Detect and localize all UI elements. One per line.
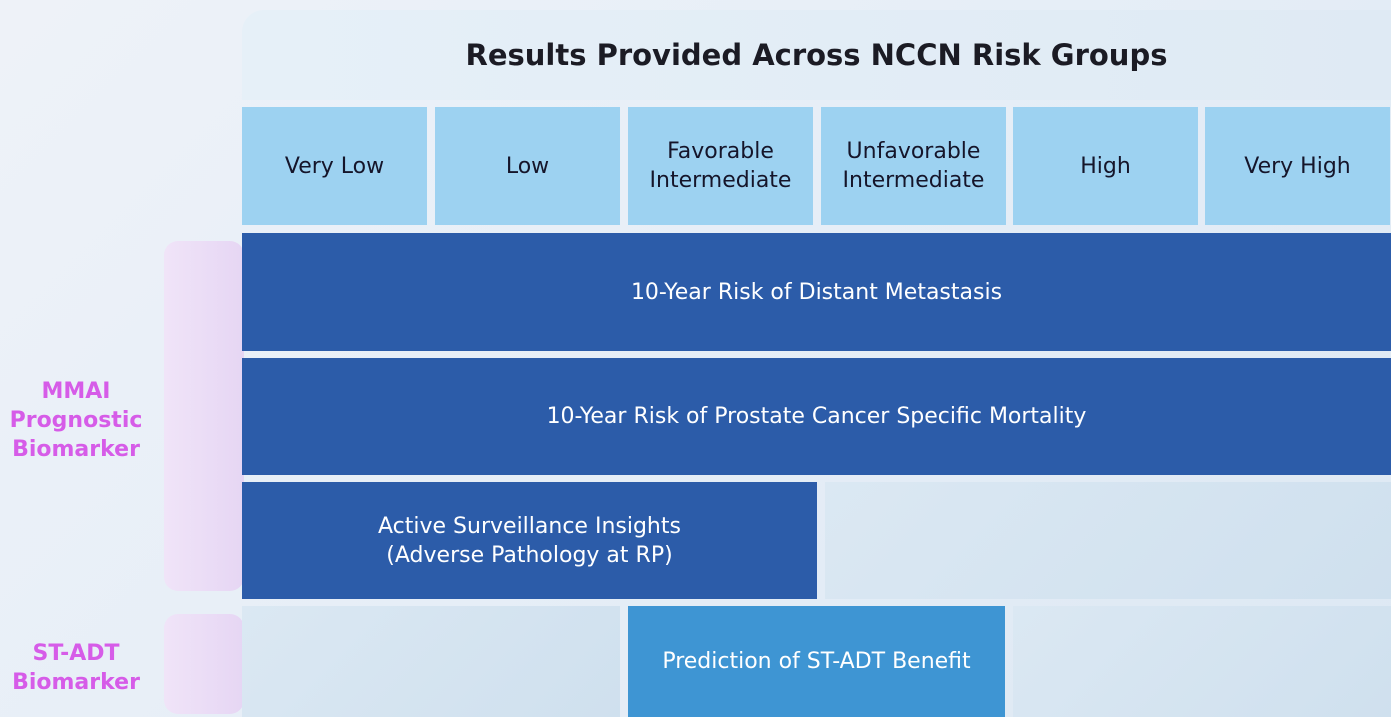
risk-group: Favorable Intermediate — [628, 107, 813, 225]
risk-group-text: Favorable — [667, 139, 774, 164]
side-panel — [164, 241, 244, 591]
result-row: 10-Year Risk of Prostate Cancer Specific… — [242, 358, 1391, 475]
side-label-text: MMAI — [41, 378, 111, 404]
side-label: MMAI Prognostic Biomarker — [0, 360, 152, 480]
risk-group-text: Very High — [1244, 153, 1351, 179]
result-row-text: Prediction of ST-ADT Benefit — [662, 649, 971, 674]
risk-group-text: Low — [505, 153, 550, 179]
header: Results Provided Across NCCN Risk Groups — [242, 10, 1391, 100]
result-row-text: 10-Year Risk of Distant Metastasis — [630, 279, 1003, 305]
risk-group-text: Unfavorable — [846, 139, 981, 164]
risk-group: Very Low — [242, 107, 427, 225]
side-label: ST-ADT Biomarker — [0, 628, 152, 708]
empty-cell — [1013, 606, 1391, 717]
risk-group: Low — [435, 107, 620, 225]
side-label-text: Biomarker — [12, 436, 140, 462]
result-row: 10-Year Risk of Distant Metastasis — [242, 233, 1391, 351]
risk-group-text: Intermediate — [649, 168, 792, 193]
side-label-text: ST-ADT — [32, 641, 120, 666]
risk-group-text: Very Low — [284, 153, 385, 179]
side-label-text: Biomarker — [12, 670, 140, 695]
risk-group: Very High — [1205, 107, 1390, 225]
risk-group-text: Intermediate — [842, 168, 985, 193]
side-label-text: Prognostic — [9, 407, 143, 433]
side-panel — [164, 614, 244, 714]
result-row-text: 10-Year Risk of Prostate Cancer Specific… — [546, 404, 1087, 429]
result-row: Prediction of ST-ADT Benefit — [628, 606, 1005, 717]
risk-group: High — [1013, 107, 1198, 225]
risk-group-text: High — [1080, 153, 1131, 179]
result-row: Active Surveillance Insights (Adverse Pat… — [242, 482, 817, 599]
empty-cell — [242, 606, 620, 717]
empty-cell — [825, 482, 1391, 599]
header-title: Results Provided Across NCCN Risk Groups — [465, 37, 1168, 72]
result-row-text: Active Surveillance Insights — [378, 513, 681, 539]
risk-group: Unfavorable Intermediate — [821, 107, 1006, 225]
result-row-text: (Adverse Pathology at RP) — [386, 542, 673, 568]
